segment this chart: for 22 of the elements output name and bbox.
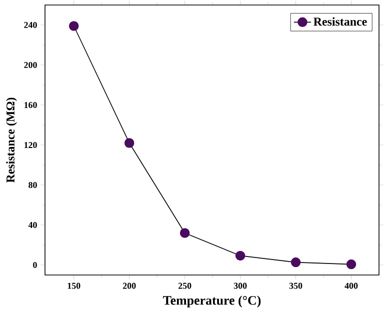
y-tick-label: 0 [33, 262, 37, 268]
y-tick-label: 240 [24, 22, 37, 28]
point [235, 250, 246, 261]
y-tick-label: 200 [24, 62, 37, 68]
y-tick-label: 40 [28, 222, 37, 228]
x-tick-label: 400 [344, 282, 358, 289]
point [124, 138, 134, 148]
x-tick-label: 200 [122, 282, 136, 289]
x-tick-label: 250 [178, 282, 192, 289]
point [68, 21, 79, 31]
point [346, 259, 356, 270]
point [180, 228, 190, 238]
x-tick-label: 350 [289, 282, 302, 289]
x-axis-title: Temperature (°C) [163, 296, 261, 308]
x-tick-label: 300 [234, 282, 247, 289]
y-tick-label: 160 [24, 102, 37, 108]
y-tick-label: 120 [24, 142, 37, 148]
point [290, 257, 301, 268]
y-axis-title: Resistance (MΩ) [6, 98, 17, 183]
x-tick-label: 150 [68, 282, 80, 289]
y-tick-label: 80 [28, 182, 37, 188]
legend-label: Resistance [314, 17, 367, 26]
